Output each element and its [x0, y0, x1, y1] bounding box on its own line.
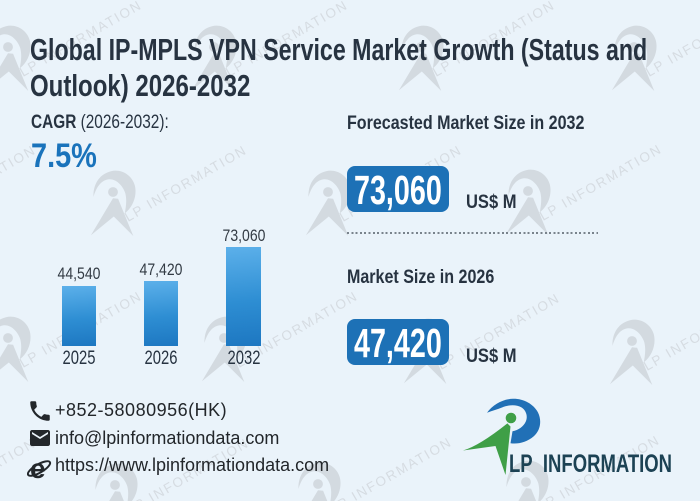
svg-text:LP INFORMATION: LP INFORMATION [509, 449, 672, 477]
